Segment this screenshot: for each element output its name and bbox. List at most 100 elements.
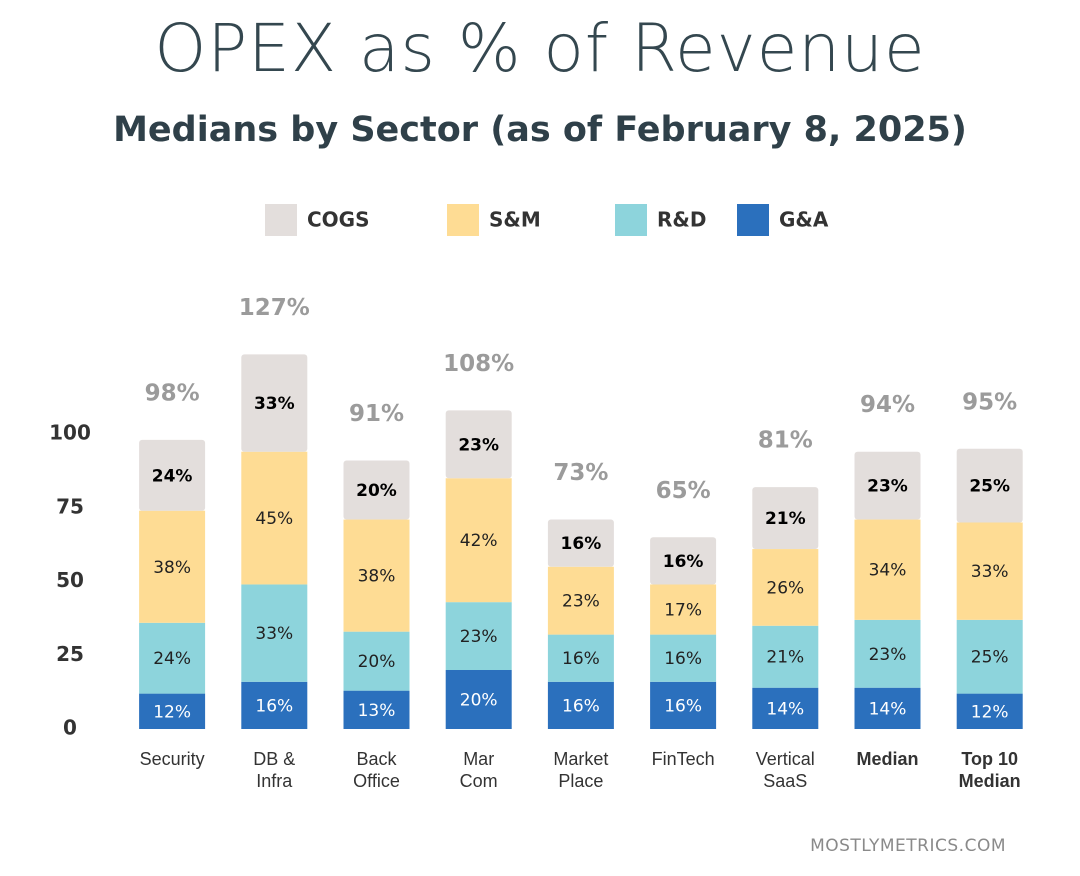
bar-segment [139, 693, 206, 729]
bar-segment [445, 670, 512, 729]
segment-label: 14% [869, 699, 907, 719]
segment-label: 16% [663, 552, 704, 572]
segment-label: 34% [869, 561, 907, 581]
bar-segment [854, 519, 921, 620]
y-tick-label: 25 [56, 642, 84, 666]
total-label: 73% [553, 460, 608, 486]
total-label: 98% [145, 380, 200, 406]
segment-label: 12% [971, 702, 1009, 722]
bar-segment [241, 451, 308, 585]
bar-segment [650, 584, 717, 635]
x-tick-label: FinTech [651, 749, 715, 769]
segment-label: 23% [562, 592, 600, 612]
segment-label: 13% [358, 701, 396, 721]
bar-segment [752, 687, 819, 729]
chart-subtitle: Medians by Sector (as of February 8, 202… [113, 110, 967, 150]
legend-label: COGS [307, 208, 370, 232]
bar-segment [241, 354, 308, 452]
segment-label: 23% [460, 627, 498, 647]
segment-label: 16% [562, 649, 600, 669]
x-tick-label: Median [856, 749, 919, 769]
bar-segment [547, 566, 614, 635]
segment-label: 38% [358, 567, 396, 587]
legend-swatch [737, 204, 769, 236]
legend-label: G&A [779, 208, 829, 232]
legend-swatch [265, 204, 297, 236]
segment-label: 21% [766, 648, 804, 668]
x-tick-label: DB & Infra [253, 749, 296, 791]
segment-label: 24% [152, 466, 193, 486]
x-tick-label: Top 10 Median [958, 749, 1021, 791]
segment-label: 16% [561, 534, 602, 554]
bar-segment [547, 681, 614, 729]
total-label: 94% [860, 392, 915, 418]
bar-segment [956, 693, 1023, 729]
bar-segment [650, 681, 717, 729]
segment-label: 23% [869, 645, 907, 665]
bar-segment [752, 487, 819, 550]
x-tick-label: Back Office [353, 749, 400, 791]
legend-label: S&M [489, 208, 541, 232]
x-tick-label: Security [139, 749, 205, 769]
bar-segment [445, 602, 512, 670]
bar-segment [650, 537, 717, 585]
segment-label: 16% [664, 696, 702, 716]
bar-segment [854, 619, 921, 688]
segment-label: 45% [255, 509, 293, 529]
bar-segment [343, 690, 410, 729]
total-label: 81% [758, 428, 813, 454]
bar-segment [752, 625, 819, 688]
y-tick-label: 100 [49, 421, 91, 445]
bar-segment [139, 510, 206, 623]
segment-label: 25% [971, 648, 1009, 668]
segment-label: 26% [766, 578, 804, 598]
legend-swatch [615, 204, 647, 236]
segment-label: 23% [867, 477, 908, 497]
segment-label: 17% [664, 601, 702, 621]
footer: MOSTLYMETRICS.COM [810, 836, 1006, 856]
bar-segment [241, 584, 308, 682]
segment-label: 42% [460, 531, 498, 551]
segment-label: 16% [255, 696, 293, 716]
x-tick-label: Mar Com [459, 749, 498, 791]
segment-label: 25% [969, 477, 1010, 497]
segment-label: 12% [153, 702, 191, 722]
segment-label: 16% [664, 649, 702, 669]
segment-label: 33% [255, 624, 293, 644]
total-label: 108% [443, 351, 514, 377]
y-tick-label: 50 [56, 568, 84, 592]
bar-segment [445, 410, 512, 479]
bar-segment [650, 634, 717, 682]
bar-segment [343, 631, 410, 691]
segment-label: 33% [971, 562, 1009, 582]
bar-segment [343, 460, 410, 520]
bar-segment [956, 448, 1023, 523]
segment-label: 20% [356, 481, 397, 501]
segment-label: 20% [358, 652, 396, 672]
bar-segment [343, 519, 410, 632]
x-tick-label: Market Place [553, 749, 609, 791]
y-tick-label: 75 [56, 494, 84, 518]
segment-label: 21% [765, 509, 806, 529]
bar-segment [445, 478, 512, 603]
bar-segment [547, 634, 614, 682]
bar-segment [752, 549, 819, 626]
total-label: 91% [349, 401, 404, 427]
legend-swatch [447, 204, 479, 236]
segment-label: 14% [766, 699, 804, 719]
bar-segment [956, 619, 1023, 694]
total-label: 95% [962, 389, 1017, 415]
legend-label: R&D [657, 208, 706, 232]
segment-label: 24% [153, 649, 191, 669]
bar-segment [241, 681, 308, 729]
segment-label: 23% [458, 435, 499, 455]
segment-label: 20% [460, 691, 498, 711]
bar-segment [547, 519, 614, 567]
segment-label: 33% [254, 394, 295, 414]
y-tick-label: 0 [63, 716, 77, 740]
bar-segment [139, 622, 206, 694]
x-tick-label: Vertical SaaS [755, 749, 815, 791]
segment-label: 16% [562, 696, 600, 716]
bar-segment [139, 439, 206, 511]
